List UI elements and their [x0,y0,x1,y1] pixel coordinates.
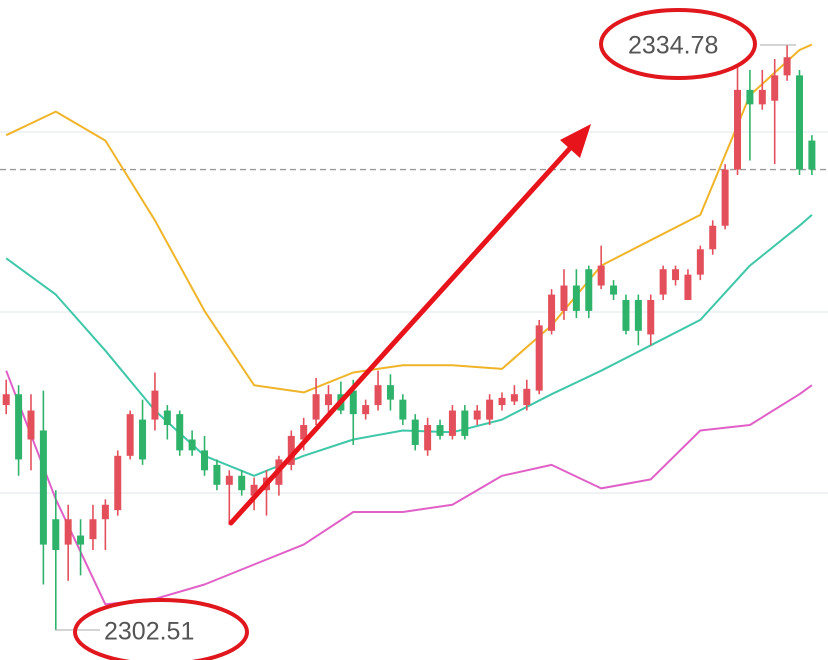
high-price-label: 2334.78 [628,32,718,60]
candle-body [461,410,469,436]
candle-body [349,390,357,415]
candle-body [238,475,246,491]
band-line [5,43,813,394]
candle-body [176,414,184,451]
candle-body [436,425,444,436]
candles [2,44,816,630]
candle-body [572,285,580,311]
grid [0,131,828,494]
candle-body [64,519,72,545]
candle-body [27,410,35,440]
candle-body [163,410,171,426]
candle-body [746,89,754,105]
candle-body [52,519,60,551]
candle-body [312,394,320,420]
highlight-ellipse [599,8,757,80]
candle-body [709,225,717,250]
candle-body [622,300,630,331]
candle-body [684,274,692,301]
candle-body [448,410,456,436]
candle-body [201,450,209,471]
candle-body [126,414,134,456]
candle-body [213,464,221,485]
candle-body [758,89,766,105]
candle-body [2,394,10,406]
candle-body [783,57,791,76]
candle-body [39,430,47,545]
candle-body [486,399,494,420]
candle-body [188,439,196,451]
candle-body [139,419,147,460]
candle-body [424,425,432,451]
candle-body [659,269,667,295]
candle-body [795,75,803,170]
candle-body [647,300,655,335]
candle-body [151,390,159,420]
candle-body [89,519,97,540]
candle-body [101,504,109,520]
candle-body [399,399,407,420]
candle-body [300,425,308,440]
candle-body [734,89,742,170]
candle-body [362,405,370,415]
candle-body [374,385,382,406]
candle-body [114,455,122,511]
candle-body [473,410,481,420]
highlight-ellipse [73,598,249,660]
candle-body [250,484,258,496]
candle-body [634,300,642,331]
candle-body [610,285,618,295]
candle-body [225,475,233,485]
candle-body [771,75,779,101]
candle-body [77,535,85,545]
band-line [5,370,813,606]
candle-body [523,388,531,406]
candle-body [15,394,23,460]
candle-body [672,269,680,281]
candle-body [535,325,543,391]
candle-body [324,394,332,406]
low-price-label: 2302.51 [104,618,194,646]
candle-body [585,269,593,311]
candle-body [411,419,419,445]
annotations: 2334.78 2302.51 [55,8,796,660]
candle-body [386,385,394,400]
candle-body [560,285,568,311]
candle-body [287,435,295,465]
candle-body [498,397,506,406]
candle-body [510,394,518,402]
trend-arrow-shaft [228,143,575,526]
candle-body [548,294,556,331]
candle-body [808,140,816,170]
trend-arrow-head [560,124,591,158]
candle-body [696,249,704,275]
candle-body [721,169,729,226]
candle-body [597,265,605,286]
